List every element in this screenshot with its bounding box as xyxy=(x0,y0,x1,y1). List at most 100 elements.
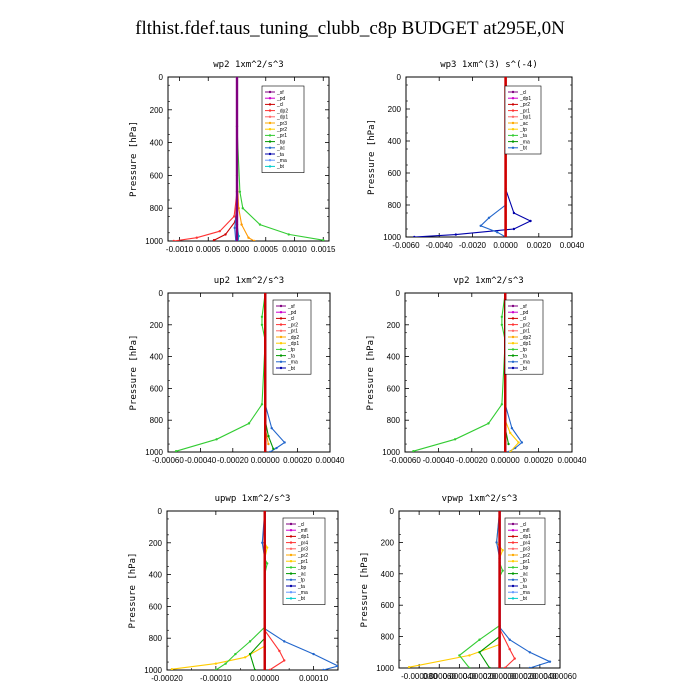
y-tick-label: 200 xyxy=(387,321,401,330)
legend-label: _pr4 xyxy=(519,540,530,546)
y-tick-label: 0 xyxy=(159,289,164,298)
legend-label: _cl xyxy=(297,522,304,528)
panel-6: vpwp 1xm^2/s^3 Pressure [hPa] 0 200 400 600 80… xyxy=(360,494,577,681)
legend-label: _ac xyxy=(519,571,529,577)
series-point xyxy=(458,654,461,657)
x-tick-label: -0.0040 xyxy=(426,241,454,250)
figure-title: flthist.fdef.taus_tuning_clubb_c8p BUDGE… xyxy=(135,18,565,39)
series-point xyxy=(508,638,511,641)
series-point xyxy=(336,664,338,668)
series-point xyxy=(275,446,278,450)
panel-title: wp3 1xm^(3) s^(-4) xyxy=(440,60,538,70)
series-point xyxy=(412,450,415,452)
x-tick-label: 0.00020 xyxy=(524,456,553,465)
series-point xyxy=(214,662,218,665)
x-tick-label: 0.000040 xyxy=(523,672,557,681)
y-tick-label: 400 xyxy=(150,139,164,148)
panel-5: upwp 1xm^2/s^3 Pressure [hPa] 0 200 400 600 80… xyxy=(128,494,339,683)
legend-label: _pr1 xyxy=(297,559,308,565)
legend-label: _pd xyxy=(519,310,529,316)
legend-label: _ta xyxy=(287,353,295,359)
legend-label: _ac xyxy=(276,146,286,152)
y-tick-label: 1000 xyxy=(145,237,163,246)
legend-marker xyxy=(289,522,293,526)
legend-label: _pr2 xyxy=(297,553,308,559)
series-point xyxy=(278,649,281,653)
series-point xyxy=(512,227,516,231)
series-point xyxy=(488,666,491,668)
legend-label: _ta xyxy=(519,133,527,139)
y-tick-label: 200 xyxy=(150,321,164,330)
y-tick-label: 400 xyxy=(388,137,402,146)
y-tick-label: 800 xyxy=(149,634,163,643)
series-point xyxy=(267,434,270,438)
legend-label: _pr2 xyxy=(287,322,298,328)
legend-label: _tp xyxy=(287,347,295,353)
legend-marker xyxy=(268,128,272,131)
legend-marker xyxy=(279,360,283,363)
x-tick-label: 0.00040 xyxy=(316,456,345,465)
legend-marker xyxy=(511,553,515,557)
legend-marker xyxy=(511,354,515,357)
legend-marker xyxy=(511,317,515,320)
y-tick-label: 600 xyxy=(149,602,163,611)
legend-label: _cl xyxy=(519,90,526,96)
y-axis-label: Pressure [hPa] xyxy=(366,335,376,411)
legend-marker xyxy=(279,348,283,351)
panel-2: wp3 1xm^(3) s^(-4) Pressure [hPa] 0 200 400 6… xyxy=(367,60,585,250)
y-tick-label: 600 xyxy=(381,601,395,610)
series-point xyxy=(268,450,272,452)
legend-label: _bp1 xyxy=(519,115,531,121)
legend-label: _sf xyxy=(519,304,527,310)
series-point xyxy=(512,211,516,215)
y-tick-label: 200 xyxy=(149,539,163,548)
y-tick-label: 0 xyxy=(390,507,395,516)
series-point xyxy=(174,450,178,452)
series-line-pr2 xyxy=(408,511,504,668)
series-point xyxy=(214,668,218,670)
series-point xyxy=(258,223,262,226)
series-point xyxy=(322,238,325,241)
legend-marker xyxy=(268,152,272,156)
series-group xyxy=(407,511,552,668)
x-tick-label: 0.000020 xyxy=(503,672,537,681)
legend-label: _cl xyxy=(287,316,294,322)
legend-label: _pr1 xyxy=(276,133,287,139)
series-point xyxy=(509,431,512,435)
legend-label: _bt xyxy=(297,596,306,602)
legend-marker xyxy=(511,103,515,106)
legend-marker xyxy=(511,109,515,112)
series-point xyxy=(504,450,507,452)
series-point xyxy=(243,656,247,659)
series-point xyxy=(235,239,239,241)
series-point xyxy=(501,569,504,572)
legend-marker xyxy=(511,140,515,143)
legend-label: _bp xyxy=(276,139,286,145)
legend-marker xyxy=(511,90,515,94)
series-point xyxy=(261,541,264,544)
panel-4: vp2 1xm^2/s^3 Pressure [hPa] 0 200 400 600 800… xyxy=(366,276,587,465)
legend-label: _dp1 xyxy=(297,534,309,540)
series-point xyxy=(172,239,175,241)
legend-marker xyxy=(511,572,515,575)
series-point xyxy=(272,447,275,451)
y-tick-label: 1000 xyxy=(145,448,163,457)
x-tick-label: 0.000060 xyxy=(543,672,577,681)
y-axis-label: Pressure [hPa] xyxy=(128,553,138,629)
legend-label: _ma xyxy=(287,360,298,366)
series-line-tp xyxy=(496,511,552,668)
legend-label: _dp1 xyxy=(276,115,288,121)
series-point xyxy=(322,668,325,670)
plot-frame xyxy=(404,292,573,453)
series-line-tp xyxy=(261,511,338,670)
y-tick-label: 0 xyxy=(158,507,163,516)
plot-frame xyxy=(405,76,573,238)
y-tick-label: 800 xyxy=(387,416,401,425)
legend: _sf_pd_cl_pr2_pr1_dp2_dp1_tp_ta_ma_bt xyxy=(504,299,544,375)
legend: _sf_pd_cl_dp2_dp1_pr3_pr2_pr1_bp_ac_ta_m… xyxy=(261,85,305,173)
x-tick-label: 0.0010 xyxy=(282,245,307,254)
series-point xyxy=(500,403,504,406)
y-tick-label: 1000 xyxy=(382,448,400,457)
legend-label: _pr2 xyxy=(519,553,530,559)
series-line-dp2 xyxy=(173,77,238,241)
